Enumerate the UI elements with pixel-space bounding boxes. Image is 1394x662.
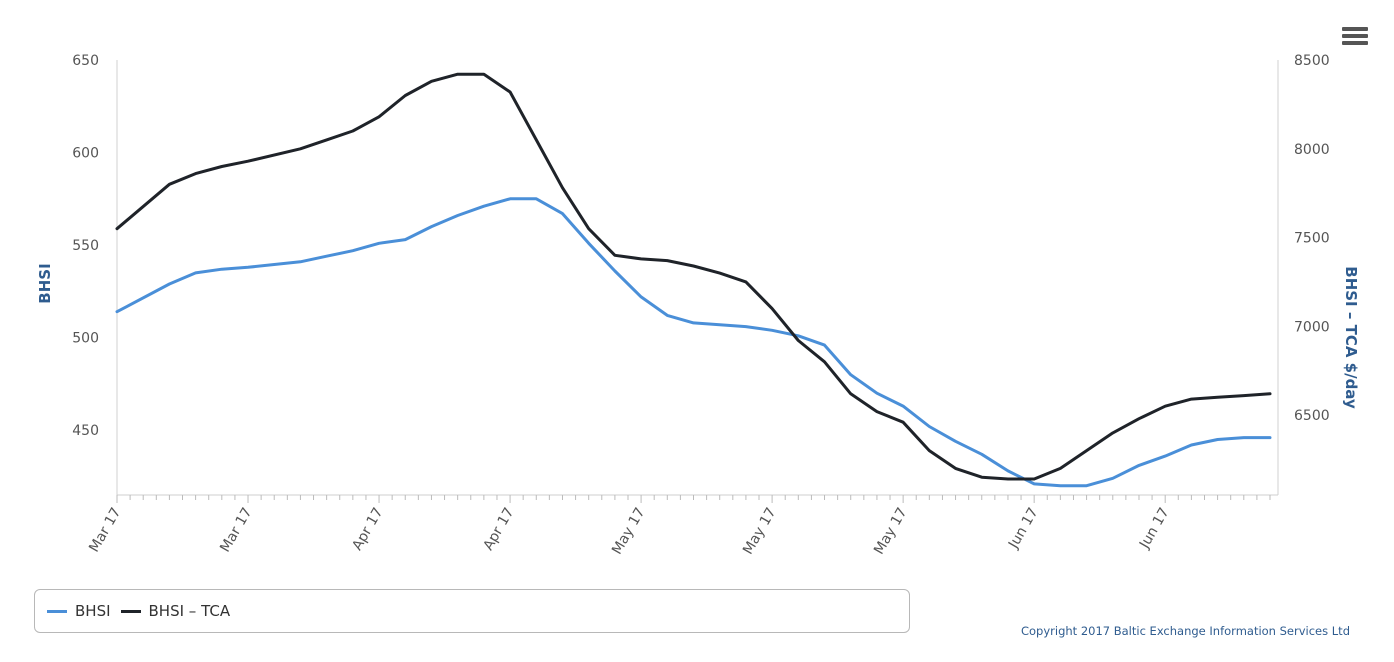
y-right-tick-label: 7000 [1294, 319, 1330, 335]
y-left-tick-label: 650 [72, 53, 99, 69]
chart-credits[interactable]: Copyright 2017 Baltic Exchange Informati… [1020, 624, 1350, 638]
legend-item-bhsi[interactable]: BHSI [47, 602, 111, 620]
x-tick-label: May 17 [740, 505, 779, 557]
hamburger-menu-icon[interactable] [1338, 24, 1372, 54]
y-right-tick-label: 6500 [1294, 408, 1330, 424]
x-tick-label: Apr 17 [480, 505, 517, 553]
x-tick-label: May 17 [871, 505, 910, 557]
y-left-tick-label: 550 [72, 238, 99, 254]
series-line-bhsi-tca [115, 72, 1272, 481]
y-right-axis-title: BHSI – TCA $/day [1342, 266, 1360, 409]
x-tick-label: Jun 17 [1136, 505, 1172, 552]
x-tick-label: Mar 17 [217, 505, 255, 555]
y-left-tick-label: 500 [72, 331, 99, 347]
series-line-bhsi [115, 197, 1272, 488]
y-right-tick-label: 8500 [1294, 53, 1330, 69]
x-tick-label: Mar 17 [86, 505, 124, 555]
y-right-tick-label: 7500 [1294, 231, 1330, 247]
y-left-axis-title: BHSI [36, 263, 54, 303]
legend-item-bhsi-tca[interactable]: BHSI – TCA [120, 602, 231, 620]
legend-label-bhsi: BHSI [75, 602, 111, 620]
legend-label-bhsi-tca: BHSI – TCA [148, 602, 231, 620]
chart-legend: BHSI BHSI – TCA [34, 589, 910, 633]
y-right-tick-label: 8000 [1294, 142, 1330, 158]
y-left-tick-label: 450 [72, 423, 99, 439]
legend-swatch-bhsi-tca [120, 609, 141, 613]
x-tick-label: May 17 [609, 505, 648, 557]
legend-swatch-bhsi [47, 609, 67, 613]
y-left-tick-label: 600 [72, 146, 99, 162]
x-tick-label: Jun 17 [1005, 505, 1041, 552]
x-tick-label: Apr 17 [349, 505, 386, 553]
